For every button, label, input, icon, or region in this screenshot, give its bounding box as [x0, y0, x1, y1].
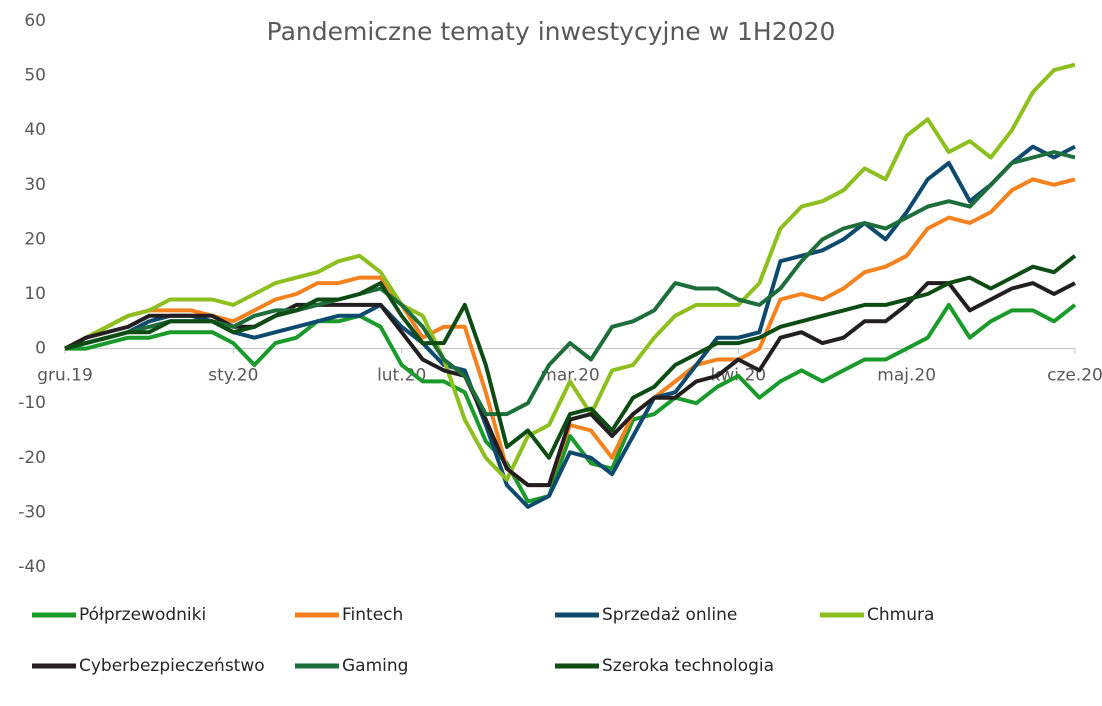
series-line	[64, 62, 1076, 482]
x-tick-label: maj.20	[877, 366, 936, 386]
y-tick-label: 20	[24, 229, 46, 249]
legend-label: Sprzedaż online	[602, 605, 737, 625]
y-tick-label: -30	[18, 502, 46, 522]
x-tick-label: lut.20	[377, 366, 426, 386]
y-tick-label: -40	[18, 557, 46, 577]
y-tick-label: 10	[24, 284, 46, 304]
y-tick-label: 30	[24, 175, 46, 195]
series-line	[65, 302, 1077, 504]
y-tick-label: -10	[18, 393, 46, 413]
y-tick-label: 0	[35, 339, 46, 359]
x-tick-label: sty.20	[208, 366, 258, 386]
x-tick-label: gru.19	[37, 366, 93, 386]
y-tick-label: 60	[24, 11, 46, 31]
legend-label: Szeroka technologia	[602, 656, 774, 676]
y-tick-label: 40	[24, 120, 46, 140]
legend-label: Półprzewodniki	[79, 605, 206, 625]
y-tick-label: -20	[18, 448, 46, 468]
x-tick-label: mar.20	[540, 366, 599, 386]
series-line	[64, 254, 1077, 460]
series-line	[64, 150, 1076, 417]
legend-label: Fintech	[342, 605, 403, 625]
legend-label: Chmura	[867, 605, 934, 625]
legend-label: Cyberbezpieczeństwo	[79, 656, 265, 676]
chart-title: Pandemiczne tematy inwestycyjne w 1H2020	[267, 17, 836, 46]
y-tick-label: 50	[24, 66, 46, 86]
x-tick-label: cze.20	[1047, 366, 1102, 386]
legend-label: Gaming	[342, 656, 408, 676]
series-line	[64, 144, 1076, 509]
